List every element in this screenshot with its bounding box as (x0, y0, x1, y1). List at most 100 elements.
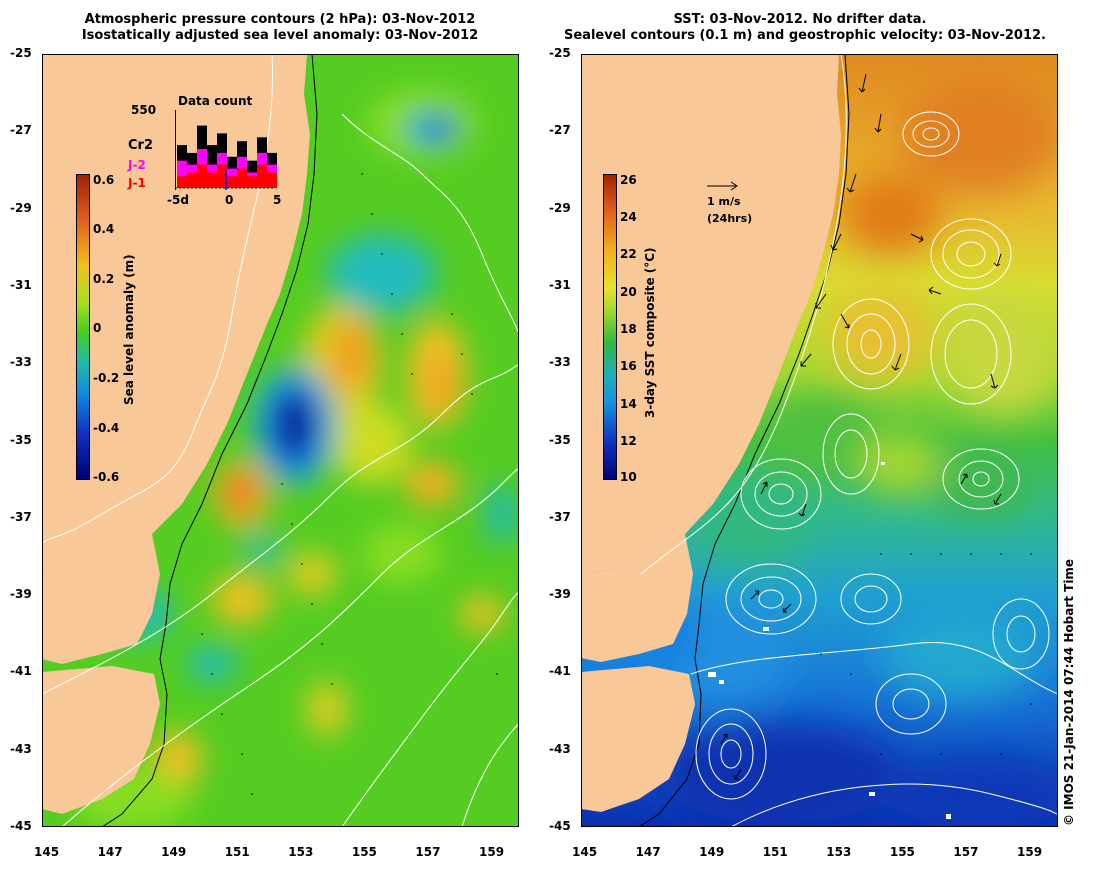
x-tick-label: 155 (351, 845, 377, 859)
sla-cb-tick: 0.4 (93, 222, 115, 236)
y-tick-label: -43 (10, 741, 32, 756)
right-title-line1: SST: 03-Nov-2012. No drifter data. (673, 12, 927, 27)
x-tick-label: 147 (635, 845, 661, 859)
sst-cb-tick: 10 (620, 470, 637, 484)
sla-cb-tick: -0.6 (93, 470, 120, 484)
x-tick-label: 151 (224, 845, 250, 859)
x-tick-label: 155 (889, 845, 915, 859)
x-tick-label: 149 (161, 845, 187, 859)
y-tick-label: -45 (10, 819, 32, 833)
velocity-scale-label: 1 m/s (707, 195, 741, 208)
y-tick-label: -25 (10, 46, 32, 60)
inset-xtick: 0 (225, 193, 234, 207)
inset-bar-j1 (267, 172, 277, 188)
tasmania (42, 666, 160, 814)
australia-mainland (581, 54, 841, 574)
inset-label-j2: J-2 (128, 158, 146, 172)
sla-cb-tick: 0.2 (93, 272, 115, 286)
y-tick-label: -35 (549, 432, 571, 447)
victoria-coast (42, 534, 160, 664)
y-tick-label: -27 (10, 123, 32, 138)
right-title-line2: Sealevel contours (0.1 m) and geostrophi… (564, 28, 1046, 43)
sla-cb-tick: -0.4 (93, 421, 120, 435)
inset-bar-j1 (217, 164, 227, 188)
sla-colorbar-label: Sea level anomaly (m) (122, 254, 136, 405)
inset-bar-j2 (177, 160, 187, 188)
copyright-text: © IMOS 21-Jan-2014 07:44 Hobart Time (1062, 558, 1076, 826)
inset-xtick: -5d (167, 193, 189, 207)
x-tick-label: 145 (34, 845, 60, 859)
sla-cb-tick: -0.2 (93, 371, 120, 385)
x-tick-label: 153 (288, 845, 314, 859)
sst-cb-tick: 14 (620, 397, 637, 411)
y-tick-label: -45 (549, 819, 571, 833)
x-tick-label: 157 (953, 845, 979, 859)
inset-bar-j1 (237, 168, 247, 188)
inset-bar-j1 (257, 164, 267, 188)
sst-cb-tick: 18 (620, 322, 637, 336)
inset-bar-j1 (177, 176, 187, 188)
inset-bar-j1 (207, 172, 217, 188)
shelf-contour (101, 54, 318, 827)
geostrophic-velocity-arrows (720, 73, 1002, 780)
tasmania (581, 666, 695, 812)
x-tick-label: 149 (699, 845, 725, 859)
y-tick-label: -41 (10, 664, 32, 679)
y-tick-label: -33 (549, 355, 571, 370)
velocity-scale-arrow (707, 181, 738, 191)
inset-xtick: 5 (273, 193, 282, 207)
sealevel-contours (640, 54, 1058, 827)
victoria-coast (581, 534, 693, 662)
track-dots (201, 173, 498, 795)
x-tick-label: 151 (762, 845, 788, 859)
x-tick-label: 157 (415, 845, 441, 859)
inset-label-cr2: Cr2 (128, 138, 153, 153)
sst-colorbar (603, 174, 617, 480)
y-tick-label: -29 (549, 200, 571, 215)
y-tick-label: -27 (549, 123, 571, 138)
velocity-dots (820, 553, 1032, 755)
y-tick-label: -35 (10, 432, 32, 447)
sst-colorbar-label: 3-day SST composite (°C) (643, 247, 657, 418)
sst-cb-tick: 26 (620, 173, 637, 187)
left-title-line2: Isostatically adjusted sea level anomaly… (81, 28, 479, 43)
y-tick-label: -31 (10, 277, 32, 292)
inset-label-j1: J-1 (128, 176, 146, 190)
y-tick-label: -37 (10, 509, 32, 524)
y-tick-label: -25 (549, 46, 571, 60)
x-tick-label: 153 (826, 845, 852, 859)
y-tick-label: -29 (10, 200, 32, 215)
y-tick-label: -39 (10, 587, 32, 602)
sla-cb-tick: 0.6 (93, 173, 115, 187)
missing-data-patches (708, 462, 951, 819)
inset-title: Data count (178, 94, 253, 108)
sla-cb-tick: 0 (93, 321, 102, 335)
sst-cb-tick: 12 (620, 434, 637, 448)
y-tick-label: -41 (549, 664, 571, 679)
left-map (42, 54, 519, 827)
inset-bar-j1 (197, 164, 207, 188)
inset-bar-j1 (247, 176, 257, 188)
inset-bar-j1 (227, 176, 237, 188)
sla-colorbar (76, 174, 90, 480)
sst-cb-tick: 24 (620, 210, 637, 224)
y-tick-label: -43 (549, 741, 571, 756)
y-tick-label: -39 (549, 587, 571, 602)
x-tick-label: 145 (572, 845, 598, 859)
y-tick-label: -33 (10, 355, 32, 370)
inset-bar-j1 (187, 172, 197, 188)
velocity-scale-sublabel: (24hrs) (707, 212, 753, 225)
sst-cb-tick: 22 (620, 247, 637, 261)
inset-number: 550 (131, 103, 157, 117)
sla-anomaly-field (72, 89, 519, 827)
y-tick-label: -31 (549, 277, 571, 292)
x-tick-label: 159 (1017, 845, 1043, 859)
right-map (581, 54, 1058, 827)
inset-histogram (175, 110, 277, 190)
x-tick-label: 159 (479, 845, 505, 859)
x-tick-label: 147 (97, 845, 123, 859)
left-title-line1: Atmospheric pressure contours (2 hPa): 0… (84, 12, 476, 27)
y-tick-label: -37 (549, 509, 571, 524)
sst-cb-tick: 20 (620, 285, 637, 299)
sst-cb-tick: 16 (620, 359, 637, 373)
